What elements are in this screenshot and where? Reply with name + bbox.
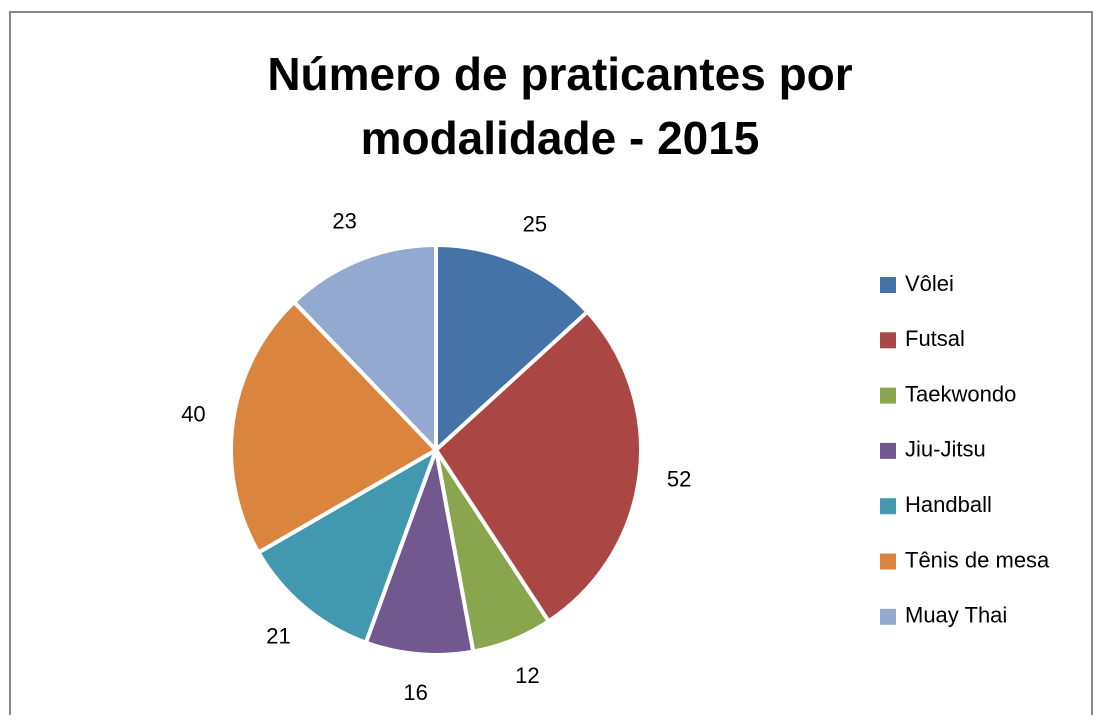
data-label: 40 bbox=[181, 401, 205, 426]
pie-slice bbox=[363, 442, 476, 657]
chart-title: modalidade - 2015 bbox=[361, 112, 760, 164]
data-label: 16 bbox=[403, 680, 427, 705]
pie-slice bbox=[291, 242, 438, 455]
chart-title: Número de praticantes por bbox=[267, 48, 852, 100]
legend-swatch bbox=[880, 332, 896, 349]
legend-swatch bbox=[880, 387, 896, 404]
data-label: 52 bbox=[667, 466, 691, 491]
data-label: 12 bbox=[515, 663, 539, 688]
legend-swatch bbox=[880, 553, 896, 570]
legend-swatch bbox=[880, 442, 896, 459]
legend-label: Muay Thai bbox=[905, 603, 1007, 628]
legend-label: Taekwondo bbox=[905, 381, 1016, 406]
legend-label: Handball bbox=[905, 492, 992, 517]
pie-slice bbox=[434, 242, 591, 455]
data-label: 23 bbox=[332, 209, 356, 234]
legend-label: Vôlei bbox=[905, 271, 954, 296]
legend-label: Tênis de mesa bbox=[905, 547, 1050, 572]
legend-label: Jiu-Jitsu bbox=[905, 437, 986, 462]
pie-slice bbox=[255, 445, 440, 646]
pie-slice bbox=[229, 299, 440, 556]
legend-swatch bbox=[880, 498, 896, 515]
data-label: 21 bbox=[266, 623, 290, 648]
pie-slice bbox=[433, 308, 643, 625]
data-label: 25 bbox=[523, 212, 547, 237]
legend-swatch bbox=[880, 277, 896, 293]
legend-swatch bbox=[880, 608, 896, 625]
legend-label: Futsal bbox=[905, 326, 965, 351]
